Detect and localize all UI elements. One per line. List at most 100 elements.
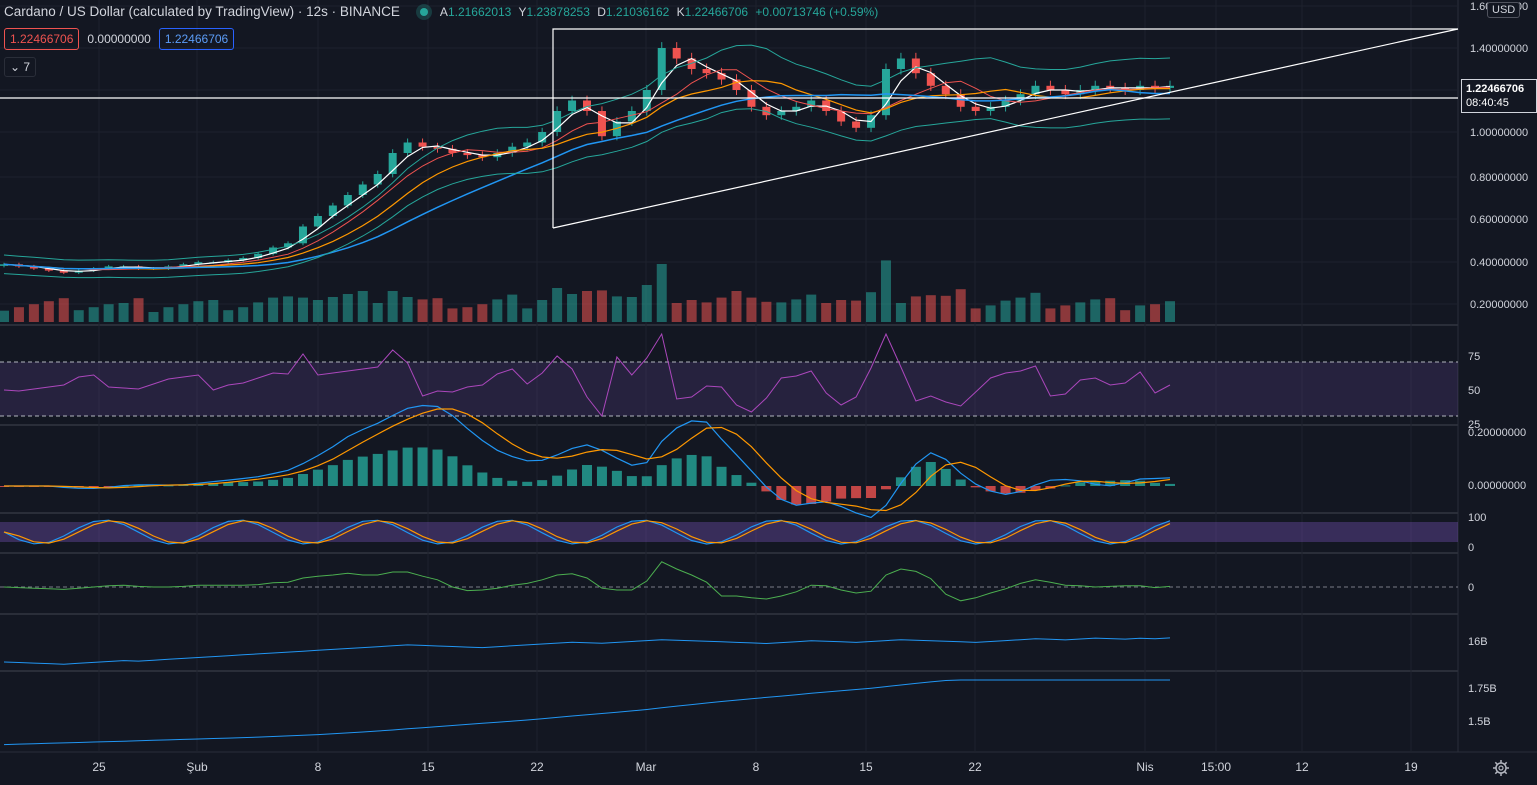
candle-body — [911, 58, 920, 74]
last-price: 1.22466706 — [1466, 83, 1525, 95]
indicator-value-blue[interactable]: 1.22466706 — [158, 28, 235, 50]
candle-body — [1091, 85, 1100, 90]
macd-histogram-bar — [297, 474, 308, 486]
low-label: D — [597, 4, 606, 19]
volume-bar — [836, 300, 847, 322]
volume-bar — [28, 304, 39, 322]
candle-body — [717, 73, 726, 80]
volume-bar — [537, 300, 548, 322]
macd-histogram-bar — [268, 479, 279, 486]
symbol-title[interactable]: Cardano / US Dollar (calculated by Tradi… — [4, 4, 400, 19]
macd-histogram-bar — [641, 476, 652, 486]
volume-bar — [1015, 297, 1026, 322]
price-axis-label: 1.40000000 — [1470, 43, 1528, 55]
candle-body — [1121, 87, 1130, 90]
candle-body — [597, 111, 606, 137]
macd-histogram-bar — [985, 486, 996, 492]
volume-bar — [955, 289, 966, 322]
candle-body — [642, 90, 651, 111]
candle-body — [59, 270, 68, 273]
volume-bar — [88, 307, 99, 322]
candle-body — [478, 155, 487, 158]
volume-bar — [686, 300, 697, 322]
candle-body — [627, 111, 636, 122]
volume-bar — [701, 302, 712, 322]
candle-body — [852, 121, 861, 128]
volume-bar — [1075, 302, 1086, 322]
candle-body — [1046, 85, 1055, 90]
macd-histogram-bar — [327, 465, 338, 486]
macd-histogram-bar — [611, 470, 622, 486]
volume-axis-label: 1.75B — [1468, 683, 1497, 695]
volume-bar — [1120, 310, 1131, 322]
ma-white-line — [3, 57, 1171, 272]
volume-bar — [522, 308, 533, 322]
stoch-axis-label: 100 — [1468, 512, 1486, 524]
macd-histogram-bar — [866, 486, 877, 498]
time-axis-label: 8 — [315, 760, 322, 774]
chevron-down-icon: ⌄ — [10, 60, 21, 74]
macd-histogram-bar — [552, 475, 563, 486]
macd-histogram-bar — [596, 466, 607, 486]
candle-body — [732, 79, 741, 90]
volume-bar — [731, 291, 742, 322]
volume-bar — [866, 292, 877, 322]
bollinger-upper-line — [3, 44, 1171, 261]
candle-body — [881, 69, 890, 116]
volume-bar — [447, 308, 458, 322]
macd-histogram-bar — [1030, 486, 1041, 491]
candle-body — [538, 132, 547, 143]
volume-bar — [1030, 292, 1041, 322]
volume-bar — [1135, 305, 1146, 322]
macd-histogram-bar — [312, 469, 323, 486]
volume-bar — [133, 298, 144, 322]
macd-axis-label: 0.20000000 — [1468, 427, 1526, 439]
volume-bar — [297, 297, 308, 322]
volume-bar — [43, 301, 54, 322]
volume-bar — [925, 295, 936, 322]
macd-histogram-bar — [507, 480, 518, 486]
candle-body — [956, 94, 965, 107]
gear-icon[interactable] — [1492, 759, 1510, 777]
stoch-d-line — [3, 520, 1171, 544]
low-value: 1.21036162 — [605, 4, 670, 19]
price-axis-label: 0.80000000 — [1470, 172, 1528, 184]
volume-bar — [656, 264, 667, 322]
volume-bar — [402, 297, 413, 322]
volume-bar — [417, 299, 428, 322]
time-axis-label: 15:00 — [1201, 760, 1231, 774]
volume-bar — [1090, 299, 1101, 322]
indicators-collapse-button[interactable]: ⌄ 7 — [4, 57, 37, 77]
volume-bar — [13, 307, 24, 322]
candle-body — [986, 106, 995, 111]
volume-bar — [821, 303, 832, 322]
candle-body — [298, 226, 307, 244]
macd-histogram-bar — [1165, 483, 1175, 486]
volume-bar — [626, 297, 637, 322]
candle-body — [29, 266, 38, 269]
volume-bar — [387, 291, 398, 322]
candle-body — [1001, 100, 1010, 107]
volume-bar — [671, 303, 682, 322]
macd-histogram-bar — [223, 482, 234, 486]
candle-body — [1061, 90, 1070, 95]
volume-bar — [327, 297, 338, 322]
macd-histogram-bar — [910, 466, 921, 486]
last-price-tag: 1.22466706 08:40:45 — [1461, 79, 1537, 113]
currency-button[interactable]: USD — [1487, 2, 1521, 18]
candle-body — [568, 100, 577, 111]
volume-bar — [1165, 301, 1175, 322]
chart-legend: Cardano / US Dollar (calculated by Tradi… — [4, 4, 882, 19]
candle-body — [448, 148, 457, 153]
macd-histogram-bar — [163, 485, 174, 487]
volume-bar — [910, 296, 921, 322]
volume-bar — [776, 302, 787, 322]
volume-bar — [940, 295, 951, 322]
volume-bar — [103, 304, 114, 322]
triangle-drawing-upper — [552, 28, 1458, 228]
volume-bar — [118, 303, 129, 322]
macd-histogram-bar — [492, 477, 503, 486]
indicator-value-red[interactable]: 1.22466706 — [4, 28, 80, 50]
macd-histogram-bar — [582, 465, 592, 486]
